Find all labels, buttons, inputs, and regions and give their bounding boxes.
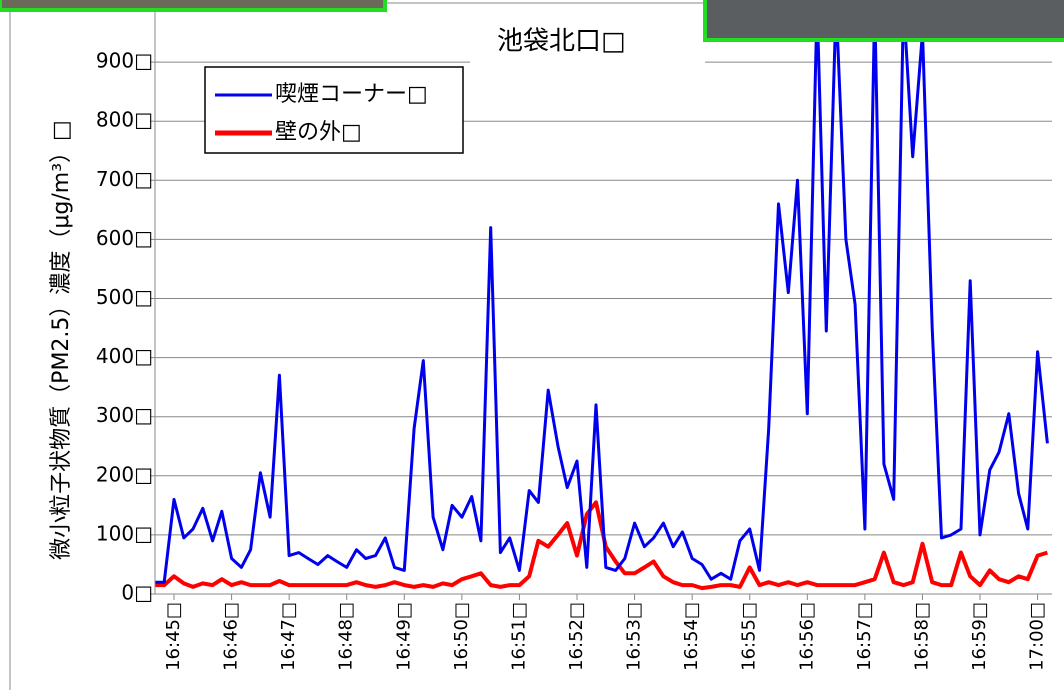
y-tick-label: 900□ [96,49,153,73]
x-tick-label: 16:56□ [796,602,817,671]
y-tick-label: 600□ [96,226,153,250]
x-tick-label: 16:47□ [278,602,299,671]
x-tick-label: 16:59□ [969,602,990,671]
axes: 0□100□200□300□400□500□600□700□800□900□10… [83,0,1052,671]
x-tick-label: 16:55□ [739,602,760,671]
x-tick-label: 16:49□ [393,602,414,671]
x-tick-label: 16:51□ [508,602,529,671]
x-tick-label: 16:46□ [221,602,242,671]
y-tick-label: 500□ [96,285,153,309]
y-tick-label: 200□ [96,462,153,486]
legend: 喫煙コーナー□ 壁の外□ [204,66,464,154]
series-line [155,1,1049,584]
x-tick-label: 16:45□ [163,602,184,671]
photo [0,0,387,12]
x-tick-label: 16:58□ [911,602,932,671]
lines [155,1,1049,591]
y-tick-label: 300□ [96,403,153,427]
legend-label: 壁の外□ [275,120,362,145]
y-axis-label: 微小粒子状物質（PM2.5）濃度（μg/m³）□ [49,120,74,560]
x-tick-label: 16:53□ [624,602,645,671]
x-tick-label: 16:52□ [566,602,587,671]
x-tick-label: 16:57□ [854,602,875,671]
y-tick-label: 700□ [96,167,153,191]
x-tick-label: 16:54□ [681,602,702,671]
y-tick-label: 400□ [96,344,153,368]
legend-label: 喫煙コーナー□ [275,82,428,107]
x-tick-label: 17:00□ [1027,602,1048,671]
x-tick-label: 16:48□ [336,602,357,671]
chart-title: 池袋北口□ [497,27,626,57]
title-box [470,5,705,65]
y-tick-label: 0□ [121,581,153,605]
legend-box [204,66,464,154]
x-tick-label: 16:50□ [451,602,472,671]
series-line [155,500,1048,591]
y-tick-label: 800□ [96,108,153,132]
photo [703,0,1064,42]
y-tick-label: 100□ [96,521,153,545]
